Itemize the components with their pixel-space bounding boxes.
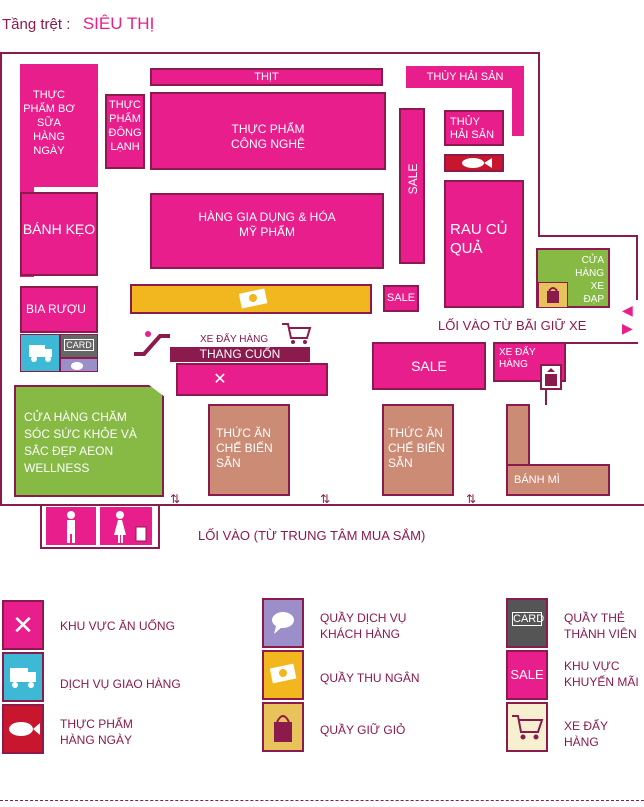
wall-right-upper	[538, 52, 540, 235]
sale-vertical-label: SALE	[406, 163, 420, 195]
zone-veg[interactable]: RAU CỦ QUẢ	[444, 180, 524, 308]
zone-sale-big[interactable]: SALE	[372, 342, 486, 390]
zone-household[interactable]: HÀNG GIA DỤNG & HÓA MỸ PHẨM	[150, 193, 384, 269]
customer-service-marker	[60, 358, 98, 372]
legend-promo-label: KHU VỰC KHUYẾN MÃI	[564, 659, 639, 689]
restroom-men	[46, 507, 96, 545]
wall-right-step2	[545, 342, 638, 344]
parking-entrance-label: LỐI VÀO TỪ BÃI GIỮ XE	[438, 318, 587, 333]
arrow-left-icon: ◀	[622, 302, 633, 318]
zone-escalator[interactable]: THANG CUỐN	[170, 347, 310, 362]
legend-cashier-label: QUẦY THU NGÂN	[320, 671, 420, 685]
legend-member-card-label: QUẦY THẺ THÀNH VIÊN	[564, 611, 637, 641]
wall-entrance-right	[158, 504, 160, 549]
legend-bag-keep-label: QUẦY GIỮ GIỎ	[320, 723, 406, 737]
fish-icon	[462, 158, 492, 168]
bag-keep-marker	[538, 282, 568, 308]
legend-dining-label: KHU VỰC ĂN UỐNG	[60, 619, 175, 633]
legend-dining-icon: ✕	[2, 600, 44, 650]
legend-customer-service-label: QUẦY DỊCH VỤ KHÁCH HÀNG	[320, 611, 407, 641]
legend-delivery-label: DỊCH VỤ GIAO HÀNG	[60, 677, 181, 691]
zone-meat[interactable]: THỊT	[150, 68, 383, 86]
wall-entrance-box	[40, 504, 42, 549]
entrance-arrows-3: ⇅	[466, 492, 477, 506]
legend-daily-food-icon	[2, 704, 44, 754]
zone-fresh-milk[interactable]	[20, 64, 98, 187]
zone-frozen[interactable]: THỰC PHẨM ĐÔNG LẠNH	[105, 94, 145, 169]
delivery-marker	[20, 334, 60, 372]
floor-label: Tầng trệt :	[2, 16, 71, 33]
entrance-arrows-2: ⇅	[320, 492, 331, 506]
zone-bakery[interactable]: BÁNH MÌ	[506, 464, 610, 496]
legend-bag-keep-icon	[262, 702, 304, 752]
zone-seafood-mid[interactable]: THỦY HẢI SẢN	[444, 110, 504, 146]
legend-cart-label: XE ĐẨY HÀNG	[564, 719, 608, 749]
wall-top	[0, 52, 540, 54]
floor-header: Tầng trệt : SIÊU THỊ	[2, 14, 154, 34]
zone-cashier[interactable]	[130, 284, 372, 314]
legend-cashier-icon	[262, 650, 304, 700]
fresh-milk-label: THỰC PHẨM BƠ SỮA HÀNG NGÀY	[23, 89, 75, 157]
daily-food-marker	[444, 154, 504, 172]
wall-far-right	[636, 235, 638, 300]
fork-knife-icon: ✕	[213, 371, 227, 388]
legend-daily-food-label: THỰC PHẨM HÀNG NGÀY	[60, 717, 133, 747]
zone-beer[interactable]: BIA RƯỢU	[20, 286, 98, 333]
entrance-arrows-1: ⇅	[170, 492, 181, 506]
legend-promo-icon: SALE	[506, 650, 548, 700]
floor-name: SIÊU THỊ	[82, 14, 155, 33]
zone-sale-small[interactable]: SALE	[383, 285, 419, 312]
wall-entrance-bottom	[40, 547, 160, 549]
wall-left	[0, 52, 2, 504]
zone-deli-2[interactable]: THỨC ĂN CHẾ BIẾN SẴN	[382, 404, 454, 496]
elevator-icon	[540, 364, 562, 390]
zone-processed[interactable]: THỰC PHẨM CÔNG NGHỆ	[150, 92, 386, 170]
floor-map: THỰC PHẨM BƠ SỮA HÀNG NGÀY THỊT THỦY HẢI…	[0, 52, 644, 557]
arrow-right-icon: ▶	[622, 320, 633, 336]
main-entrance-label: LỐI VÀO (TỪ TRUNG TÂM MUA SẮM)	[198, 528, 426, 543]
wall-right-step	[538, 235, 638, 237]
legend-cart-icon	[506, 702, 548, 752]
cash-icon	[238, 288, 268, 309]
zone-sale-vertical[interactable]: SALE	[399, 108, 425, 264]
legend-member-card-icon: CARD	[506, 598, 548, 648]
legend-sale-text: SALE	[510, 667, 544, 682]
zone-seafood-top-leg	[512, 66, 524, 136]
speech-bubble-icon	[71, 362, 83, 370]
bag-icon	[547, 287, 559, 303]
bottom-divider	[0, 800, 644, 801]
zone-dining[interactable]: ✕	[176, 363, 328, 396]
zone-candy[interactable]: BÁNH KẸO	[20, 192, 98, 276]
wall-bottom	[0, 504, 644, 506]
escalator-icon	[132, 330, 172, 358]
wellness-label: CỬA HÀNG CHĂM SÓC SỨC KHỎE VÀ SẮC ĐẸP AE…	[24, 410, 137, 475]
member-card-marker: CARD	[60, 334, 98, 358]
entrance-arrows-right: ◀ ▶	[622, 302, 633, 336]
zone-deli-1[interactable]: THỨC ĂN CHẾ BIẾN SẴN	[208, 404, 290, 496]
legend-card-text: CARD	[512, 612, 545, 626]
legend-customer-service-icon	[262, 598, 304, 648]
legend-delivery-icon	[2, 652, 44, 702]
cart-label: XE ĐẨY HÀNG	[200, 334, 269, 345]
card-text: CARD	[64, 339, 94, 351]
restroom-women	[100, 507, 152, 545]
truck-icon	[29, 345, 52, 362]
cart-icon	[280, 322, 312, 346]
zone-wellness[interactable]: CỬA HÀNG CHĂM SÓC SỨC KHỎE VÀ SẮC ĐẸP AE…	[14, 385, 164, 497]
zone-seafood-top[interactable]: THỦY HẢI SẢN	[406, 66, 524, 88]
